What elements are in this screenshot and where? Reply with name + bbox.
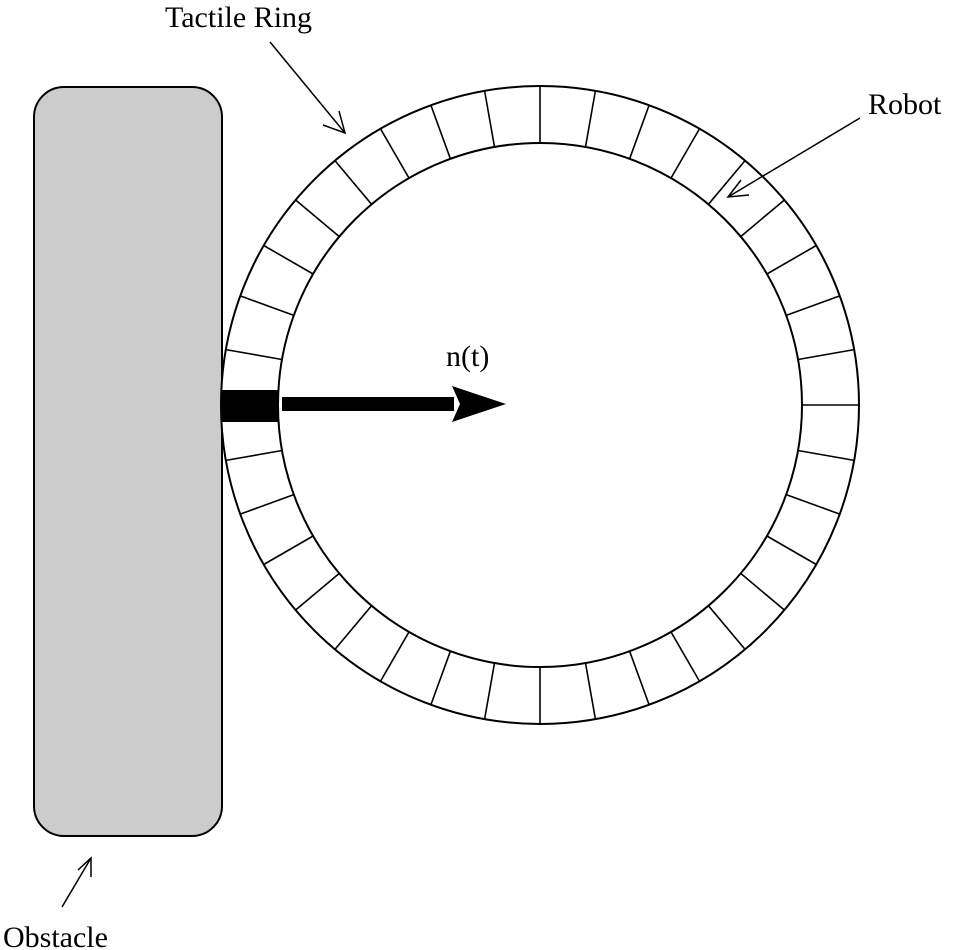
active-contact-sensor (222, 390, 278, 422)
ring-segment-divider (430, 104, 452, 160)
tactile-ring-pointer (269, 41, 347, 135)
ring-segment-divider (707, 160, 746, 205)
ring-segment-divider (584, 90, 597, 148)
ring-segment-divider (430, 650, 452, 706)
ring-segment-divider (584, 662, 597, 720)
normal-vector-arrow (282, 386, 506, 422)
ring-segment-divider (740, 572, 785, 611)
ring-segment-divider (225, 348, 283, 361)
ring-segment-divider (334, 160, 373, 205)
normal-vector-label: n(t) (446, 340, 489, 373)
ring-segment-divider (785, 493, 841, 515)
ring-segment-divider (628, 650, 650, 706)
obstacle-shape (33, 86, 223, 837)
ring-segment-divider (483, 662, 496, 720)
tactile-ring-segments (221, 86, 859, 724)
ring-segment-divider (295, 199, 340, 238)
ring-segment-divider (263, 244, 314, 275)
robot-label: Robot (868, 88, 942, 121)
ring-segment-divider (785, 295, 841, 317)
ring-segment-divider (334, 605, 373, 650)
ring-segment-divider (740, 199, 785, 238)
ring-segment-divider (670, 631, 701, 682)
ring-segment-divider (379, 128, 410, 179)
ring-segment-divider (797, 449, 855, 462)
obstacle-pointer (61, 856, 92, 908)
ring-segment-divider (239, 493, 295, 515)
ring-segment-divider (295, 572, 340, 611)
ring-segment-divider (670, 128, 701, 179)
obstacle-label: Obstacle (3, 921, 108, 950)
robot-pointer (726, 117, 861, 198)
ring-segment-divider (225, 449, 283, 462)
ring-segment-divider (239, 295, 295, 317)
ring-segment-divider (483, 90, 496, 148)
tactile-ring-label: Tactile Ring (165, 1, 312, 34)
ring-segment-divider (707, 605, 746, 650)
ring-segment-divider (379, 631, 410, 682)
ring-segment-divider (263, 535, 314, 566)
ring-segment-divider (797, 348, 855, 361)
ring-segment-divider (628, 104, 650, 160)
ring-segment-divider (766, 244, 817, 275)
ring-segment-divider (766, 535, 817, 566)
